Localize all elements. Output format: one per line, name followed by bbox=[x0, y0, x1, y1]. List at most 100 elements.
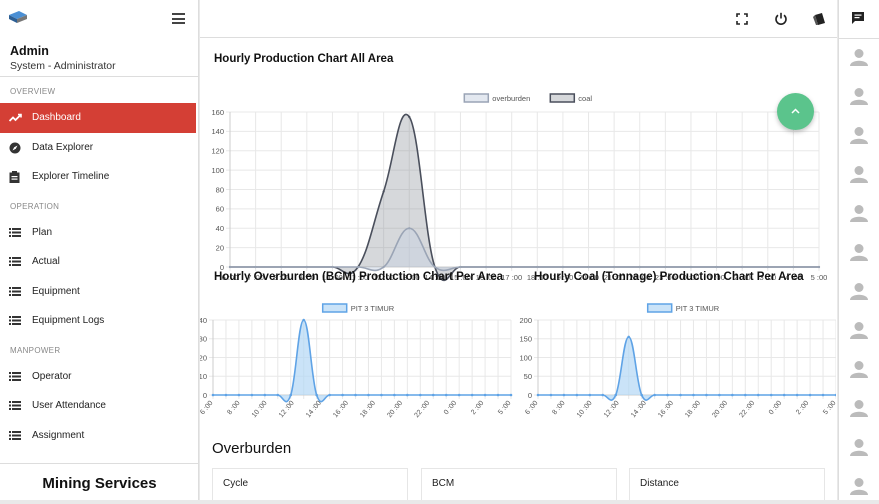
x-tick-label: 2 :00 bbox=[470, 400, 485, 417]
user-avatar-icon[interactable] bbox=[850, 48, 868, 66]
data-point bbox=[536, 265, 539, 269]
user-avatar-icon[interactable] bbox=[850, 360, 868, 378]
fullscreen-icon[interactable] bbox=[736, 12, 750, 26]
data-point bbox=[444, 393, 448, 397]
x-tick-label: 6 :00 bbox=[524, 400, 539, 417]
data-point bbox=[408, 115, 411, 118]
user-avatar-icon[interactable] bbox=[850, 321, 868, 339]
scroll-top-button[interactable] bbox=[777, 93, 814, 130]
data-point bbox=[588, 393, 592, 397]
y-tick-label: 0 bbox=[220, 263, 224, 272]
user-avatar-icon[interactable] bbox=[850, 204, 868, 222]
y-tick-label: 20 bbox=[200, 353, 207, 362]
series-area bbox=[213, 320, 511, 402]
x-tick-label: 16 :00 bbox=[657, 400, 675, 419]
y-tick-label: 150 bbox=[519, 335, 532, 344]
x-tick-label: 6 :00 bbox=[200, 400, 215, 417]
power-icon[interactable] bbox=[774, 12, 788, 26]
user-avatar-icon[interactable] bbox=[850, 243, 868, 261]
sidebar-item-actual[interactable]: Actual bbox=[0, 247, 198, 277]
x-tick-label: 12 :00 bbox=[278, 400, 296, 419]
top-bar bbox=[200, 0, 837, 38]
data-point bbox=[766, 265, 769, 269]
sidebar-item-user-attendance[interactable]: User Attendance bbox=[0, 391, 198, 421]
menu-toggle-icon[interactable] bbox=[172, 13, 185, 24]
data-point bbox=[715, 265, 718, 269]
x-tick-label: 20 :00 bbox=[386, 400, 404, 419]
user-avatar-icon[interactable] bbox=[850, 282, 868, 300]
sidebar: Admin System - Administrator OVERVIEW Da… bbox=[0, 0, 199, 500]
y-tick-label: 10 bbox=[200, 372, 207, 381]
overburden-chart: 0 10 20 30 40 6 :00 8 :00 10 :00 12 :00 14 :00 16 … bbox=[200, 303, 513, 419]
sidebar-item-explorer-timeline[interactable]: Explorer Timeline bbox=[0, 162, 198, 192]
x-tick-label: 16 :00 bbox=[476, 273, 497, 282]
data-point bbox=[808, 393, 812, 397]
user-avatar-icon[interactable] bbox=[850, 165, 868, 183]
y-tick-label: 160 bbox=[211, 108, 224, 117]
list-icon bbox=[9, 286, 21, 298]
trending-up-icon bbox=[9, 112, 22, 124]
x-tick-label: 20 :00 bbox=[578, 273, 599, 282]
chart-title-coal: Hourly Coal (Tonnage) Production Chart P… bbox=[534, 271, 804, 283]
section-label-operation: OPERATION bbox=[10, 201, 60, 211]
y-tick-label: 140 bbox=[211, 127, 224, 136]
sidebar-item-equipment[interactable]: Equipment bbox=[0, 277, 198, 307]
data-point bbox=[817, 265, 821, 269]
sidebar-item-operator[interactable]: Operator bbox=[0, 362, 198, 392]
data-point bbox=[756, 393, 760, 397]
data-point bbox=[587, 265, 590, 269]
y-tick-label: 50 bbox=[524, 372, 532, 381]
layers-icon[interactable] bbox=[812, 12, 826, 26]
x-tick-label: 21 :00 bbox=[604, 273, 625, 282]
section-label-overview: OVERVIEW bbox=[10, 87, 56, 96]
list-icon bbox=[9, 430, 21, 442]
data-point bbox=[211, 393, 215, 397]
x-tick-label: 2 :00 bbox=[734, 273, 751, 282]
series-line bbox=[212, 319, 511, 403]
sidebar-item-dashboard[interactable]: Dashboard bbox=[0, 103, 196, 133]
data-point bbox=[575, 393, 579, 397]
x-tick-label: 8 :00 bbox=[273, 273, 290, 282]
y-tick-label: 100 bbox=[519, 353, 532, 362]
data-point bbox=[237, 393, 241, 397]
data-point bbox=[562, 393, 566, 397]
data-point bbox=[834, 393, 836, 397]
user-avatar-icon[interactable] bbox=[850, 477, 868, 495]
data-point bbox=[328, 393, 331, 397]
data-point bbox=[382, 190, 385, 193]
y-tick-label: 0 bbox=[528, 391, 532, 400]
x-tick-label: 7 :00 bbox=[247, 273, 264, 282]
data-point bbox=[276, 393, 280, 397]
user-avatar-icon[interactable] bbox=[850, 438, 868, 456]
sidebar-item-equipment-logs[interactable]: Equipment Logs bbox=[0, 306, 198, 336]
right-rail bbox=[838, 0, 879, 500]
chat-icon[interactable] bbox=[851, 11, 865, 30]
chart-title-all-area: Hourly Production Chart All Area bbox=[214, 53, 394, 65]
data-point bbox=[627, 335, 630, 339]
x-tick-label: 18 :00 bbox=[684, 400, 702, 419]
x-tick-label: 15 :00 bbox=[450, 273, 471, 282]
data-point bbox=[689, 265, 693, 269]
user-avatar-icon[interactable] bbox=[850, 87, 868, 105]
series-area bbox=[230, 114, 819, 281]
user-avatar-icon[interactable] bbox=[850, 399, 868, 417]
user-avatar-icon[interactable] bbox=[850, 126, 868, 144]
sidebar-item-label: Equipment Logs bbox=[32, 315, 105, 326]
data-point bbox=[302, 318, 305, 322]
sidebar-item-data-explorer[interactable]: Data Explorer bbox=[0, 133, 198, 163]
data-point bbox=[613, 265, 616, 269]
x-tick-label: 14 :00 bbox=[630, 400, 648, 419]
sidebar-item-plan[interactable]: Plan bbox=[0, 218, 198, 248]
legend-swatch bbox=[549, 93, 576, 103]
sidebar-item-assignment[interactable]: Assignment bbox=[0, 421, 198, 451]
y-tick-label: 120 bbox=[211, 147, 224, 156]
logo-book-icon[interactable] bbox=[8, 10, 28, 24]
x-tick-label: 10 :00 bbox=[322, 273, 343, 282]
user-role: System - Administrator bbox=[10, 60, 116, 72]
list-icon bbox=[9, 371, 21, 383]
x-tick-label: 3 :00 bbox=[759, 273, 776, 282]
data-point bbox=[419, 393, 422, 397]
data-point bbox=[561, 265, 565, 269]
stat-card-cycle: Cycle bbox=[212, 468, 408, 500]
data-point bbox=[280, 265, 283, 269]
